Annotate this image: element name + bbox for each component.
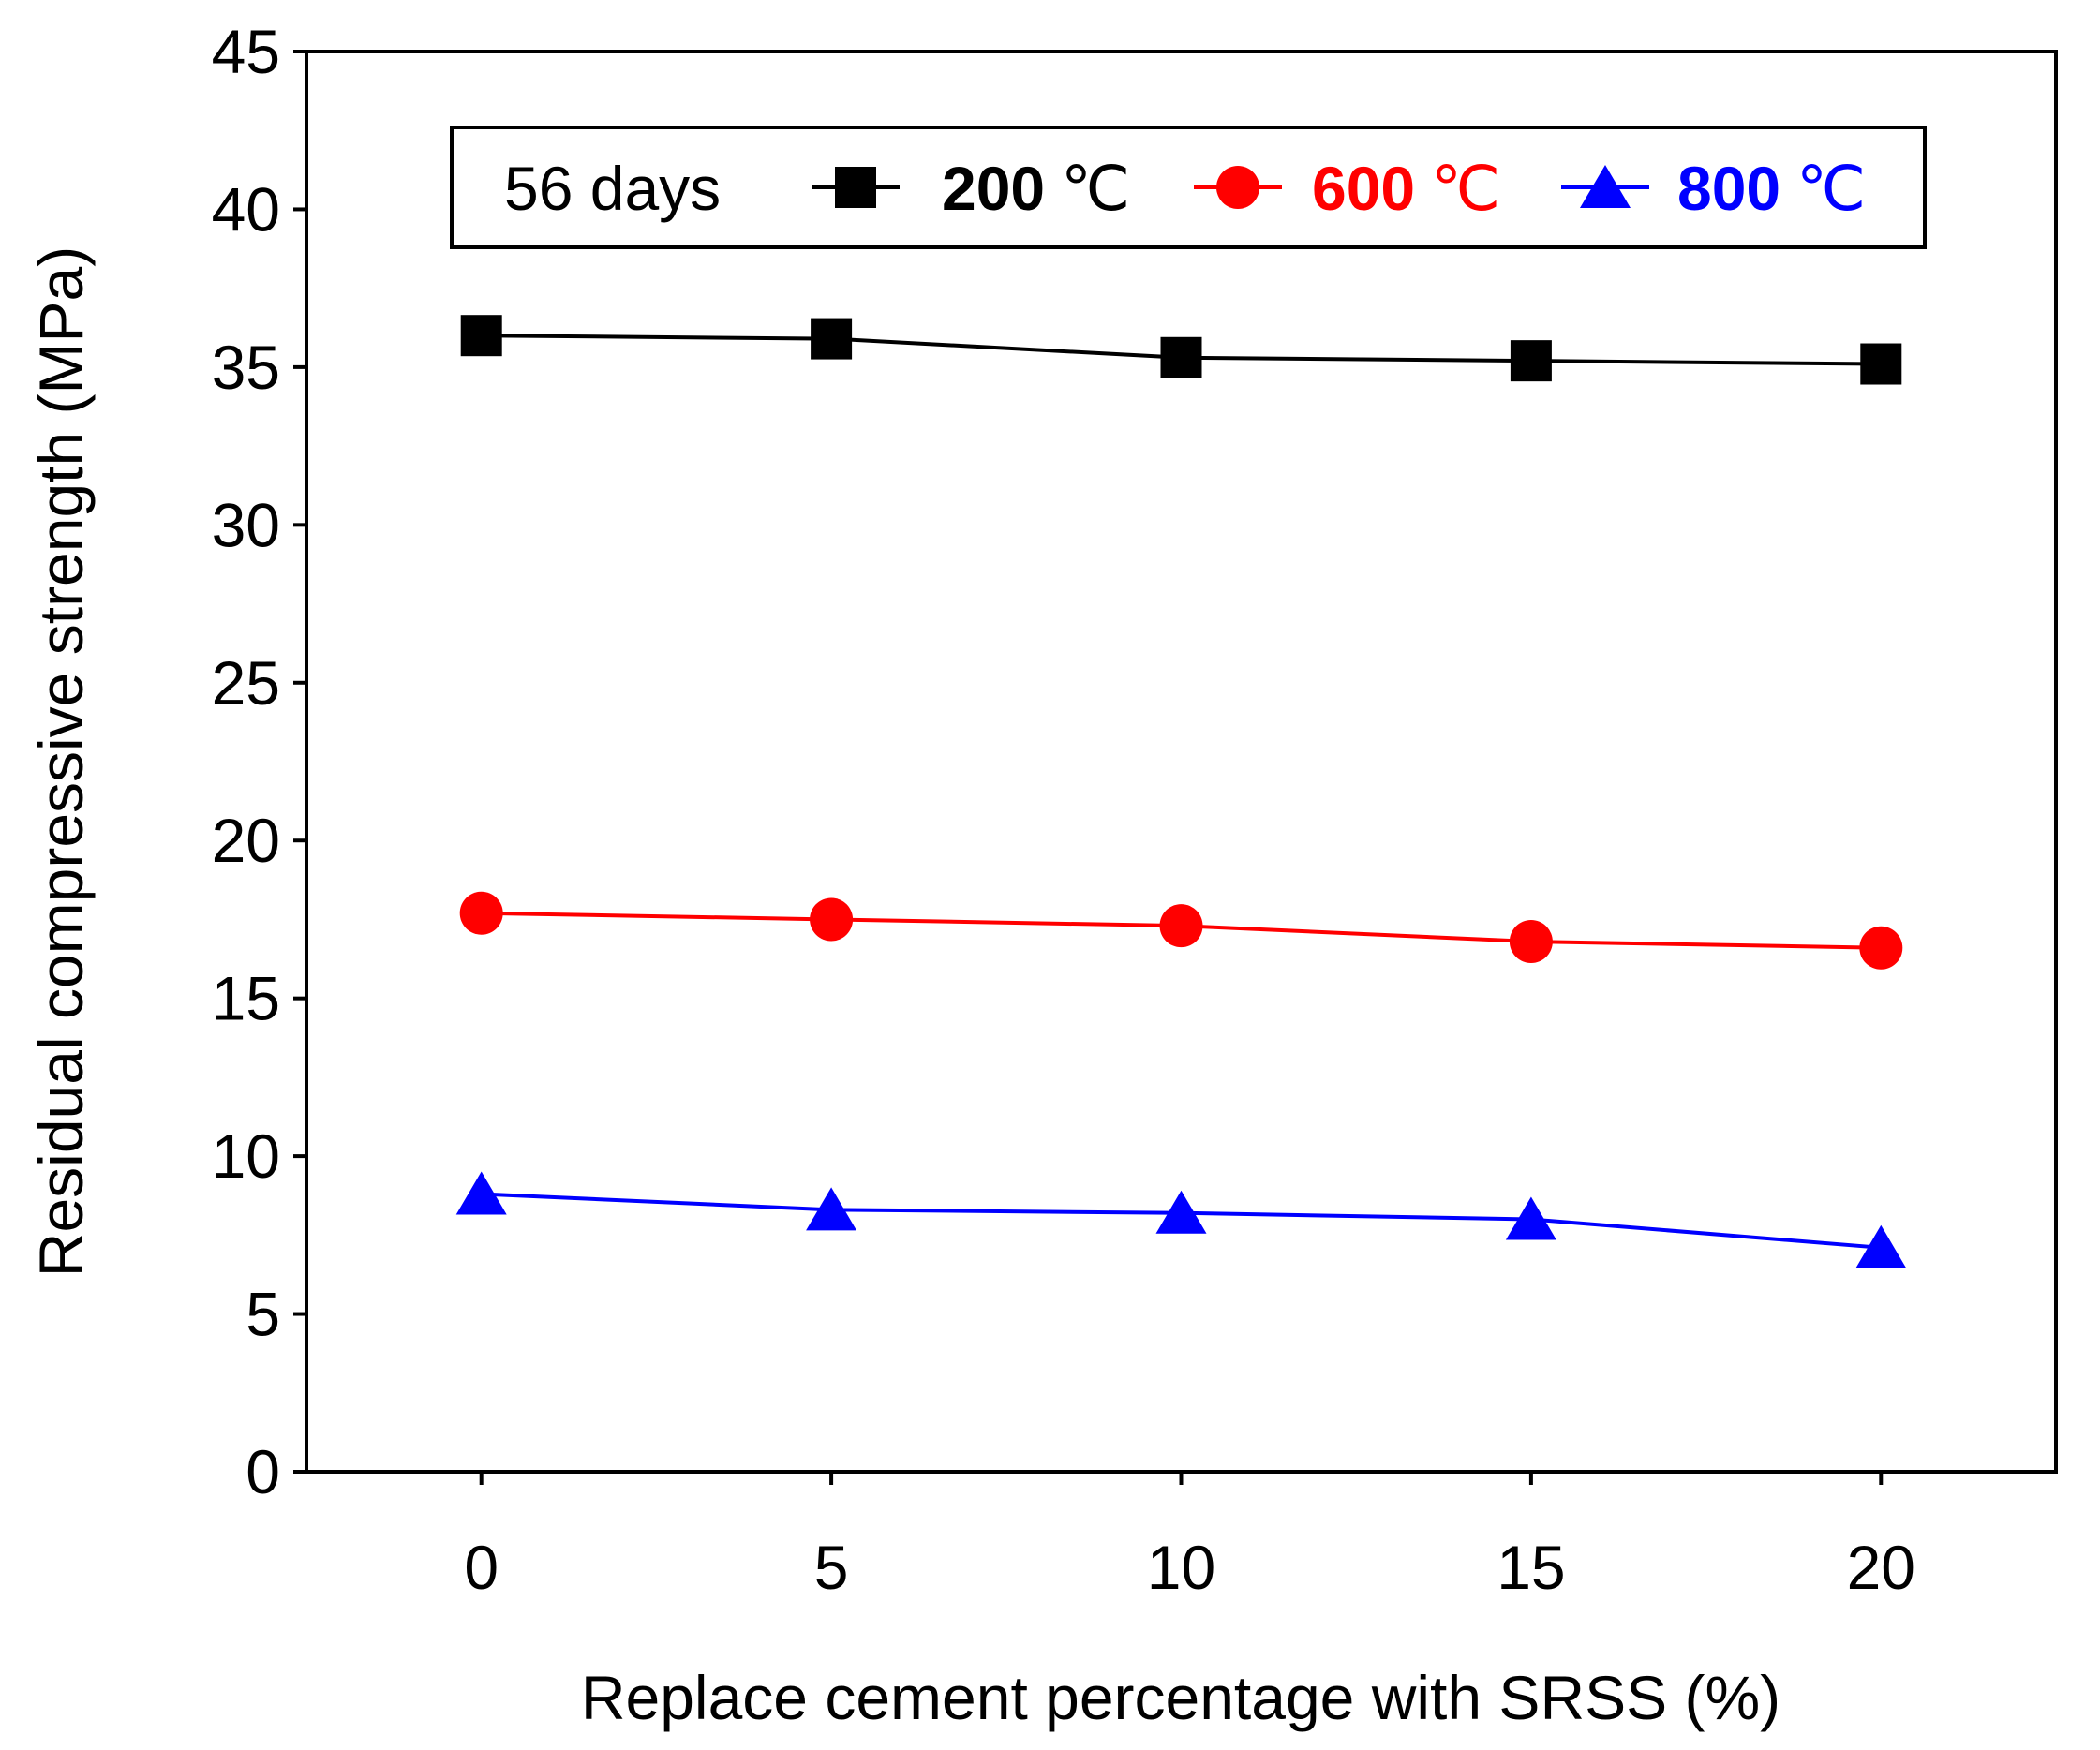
data-point-800-10 [1155,1190,1207,1234]
y-tick-label: 40 [212,174,280,244]
y-tick-label: 15 [212,964,280,1033]
data-point-200-15 [1510,340,1552,382]
legend-label-800: 800 [1677,154,1780,223]
legend-box [450,126,1927,249]
y-tick-label: 45 [212,17,280,86]
legend-unit-600: ℃ [1431,154,1500,223]
y-tick-label: 10 [212,1121,280,1191]
x-axis-title: Replace cement percentage with SRSS (%) [581,1663,1780,1732]
data-point-800-15 [1505,1196,1556,1240]
y-axis-title: Residual compressive strength (MPa) [26,246,96,1277]
data-point-600-10 [1159,904,1203,948]
x-tick-label: 5 [814,1533,849,1602]
series-800 [455,1171,1907,1268]
x-tick-label: 20 [1847,1533,1915,1602]
x-axis: 0 5 10 15 20 [464,1472,1915,1602]
legend-unit-800: ℃ [1796,154,1866,223]
data-point-600-20 [1859,926,1903,970]
data-point-800-0 [455,1171,507,1215]
data-point-600-5 [810,897,854,942]
y-tick-label: 20 [212,806,280,875]
data-point-600-0 [459,891,503,935]
x-tick-label: 0 [464,1533,499,1602]
legend-label-600: 600 [1312,154,1415,223]
data-point-600-15 [1509,920,1553,964]
legend-marker-800 [1580,165,1631,208]
legend-title: 56 days [504,154,721,223]
data-point-800-20 [1855,1224,1907,1268]
x-tick-label: 10 [1147,1533,1215,1602]
data-point-800-5 [806,1187,857,1231]
y-tick-label: 25 [212,648,280,718]
y-axis: 0 5 10 15 20 25 30 35 40 45 [212,17,306,1506]
legend-unit-200: ℃ [1061,154,1130,223]
legend-marker-600 [1216,166,1259,209]
y-tick-label: 35 [212,333,280,402]
y-tick-label: 30 [212,490,280,559]
legend-marker-200 [835,167,876,208]
y-tick-label: 5 [246,1280,280,1349]
data-point-200-10 [1160,336,1202,378]
legend: 56 days 200 ℃ 600 ℃ 800 ℃ [450,126,1927,249]
series-200 [460,315,1902,385]
data-point-200-20 [1860,343,1902,385]
y-tick-label: 0 [246,1437,280,1506]
legend-label-200: 200 [942,154,1045,223]
data-point-200-5 [811,318,853,360]
series-600 [459,891,1903,970]
x-tick-label: 15 [1497,1533,1565,1602]
data-point-200-0 [460,315,502,357]
series-layer [455,315,1907,1268]
